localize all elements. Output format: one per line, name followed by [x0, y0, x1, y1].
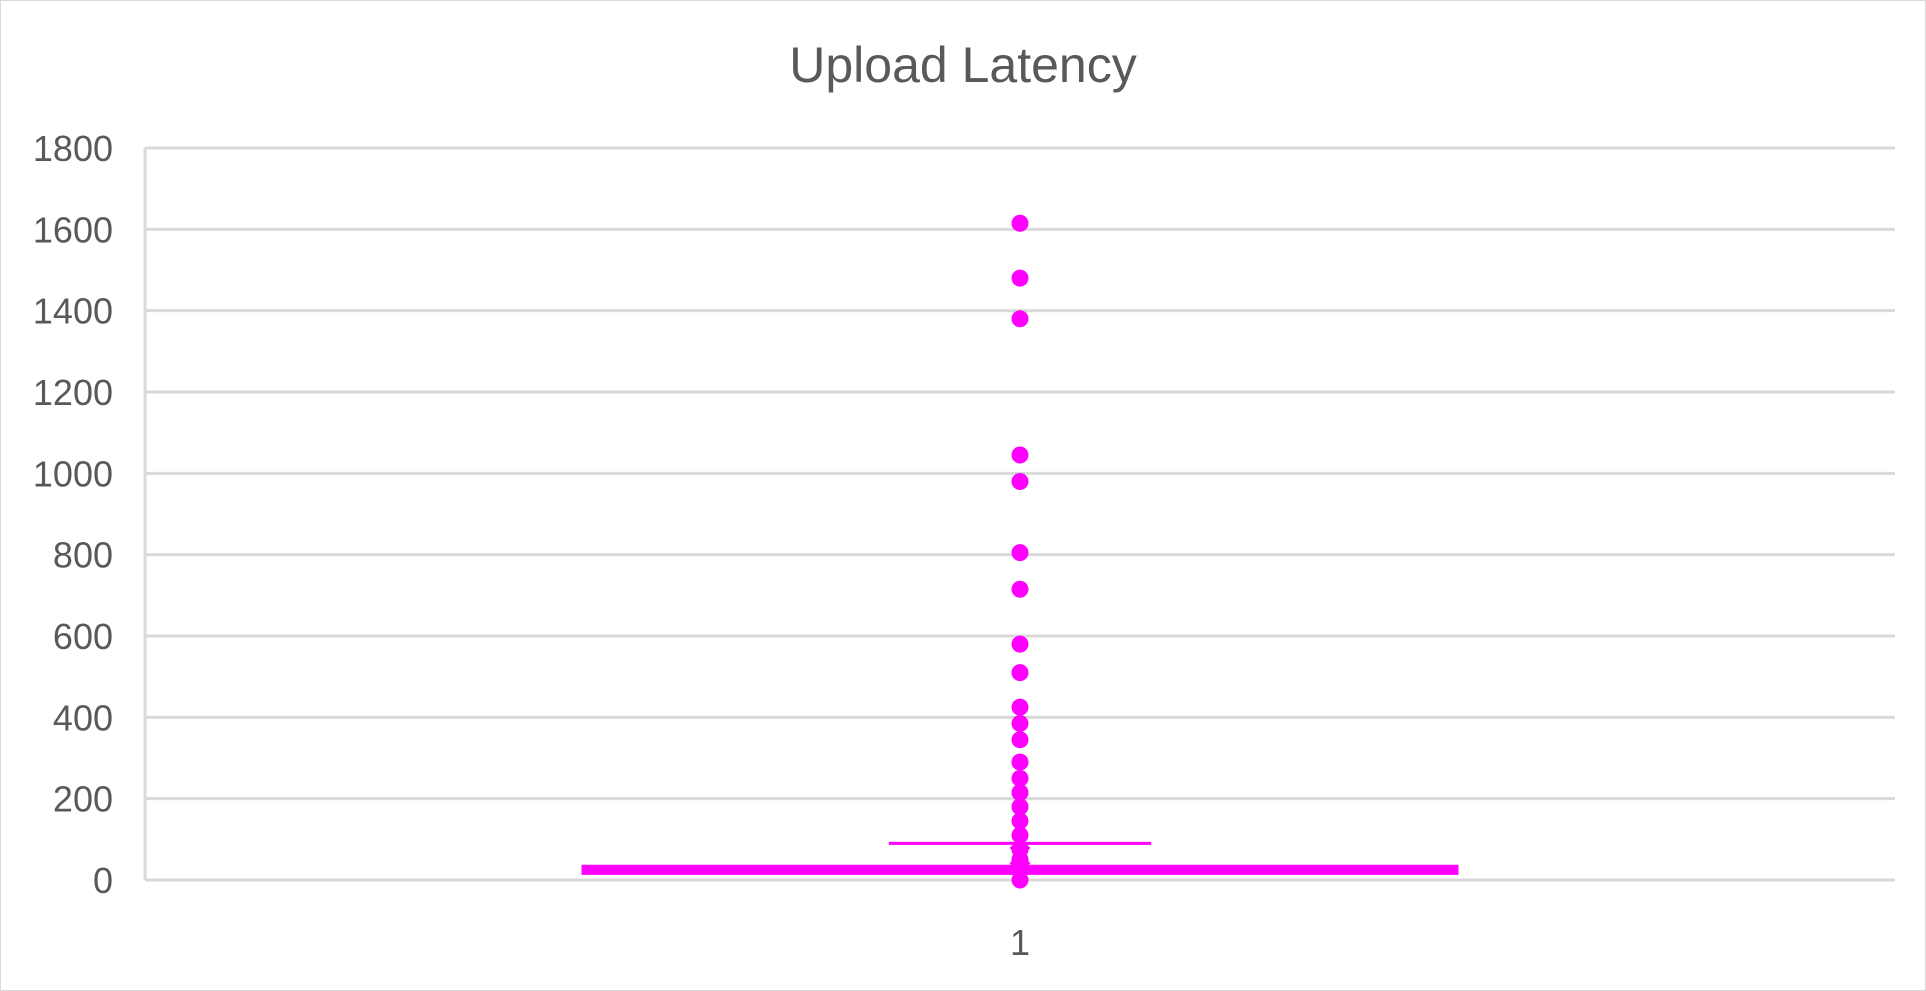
outlier-point — [1011, 698, 1029, 716]
outlier-point — [1011, 769, 1029, 787]
y-tick-label: 1400 — [33, 291, 113, 332]
outlier-point — [1011, 714, 1029, 732]
outlier-point — [1011, 871, 1029, 889]
outlier-point — [1011, 635, 1029, 653]
outlier-point — [1011, 812, 1029, 830]
x-tick-label: 1 — [1010, 922, 1030, 963]
y-tick-label: 1000 — [33, 453, 113, 494]
chart-title: Upload Latency — [789, 37, 1136, 93]
outlier-point — [1011, 798, 1029, 816]
y-tick-label: 800 — [53, 535, 113, 576]
outlier-point — [1011, 784, 1029, 802]
y-tick-label: 1800 — [33, 128, 113, 169]
y-tick-label: 400 — [53, 697, 113, 738]
y-tick-label: 1200 — [33, 372, 113, 413]
outlier-point — [1011, 580, 1029, 598]
y-tick-label: 0 — [93, 860, 113, 901]
mean-marker — [1009, 845, 1031, 867]
y-tick-label: 200 — [53, 779, 113, 820]
outlier-point — [1011, 731, 1029, 749]
outlier-point — [1011, 753, 1029, 771]
y-axis: 0 200 400 600 800 1000 1200 1400 1600 1800 — [33, 128, 147, 901]
y-tick-label: 1600 — [33, 209, 113, 250]
outlier-point — [1011, 269, 1029, 287]
outlier-point — [1011, 214, 1029, 232]
outlier-point — [1011, 664, 1029, 682]
outlier-point — [1011, 446, 1029, 464]
x-axis: 1 — [1010, 922, 1030, 963]
outlier-point — [1011, 310, 1029, 328]
y-tick-label: 600 — [53, 616, 113, 657]
outlier-point — [1011, 472, 1029, 490]
outlier-point — [1011, 826, 1029, 844]
outlier-point — [1011, 544, 1029, 562]
plot-area — [581, 214, 1459, 889]
